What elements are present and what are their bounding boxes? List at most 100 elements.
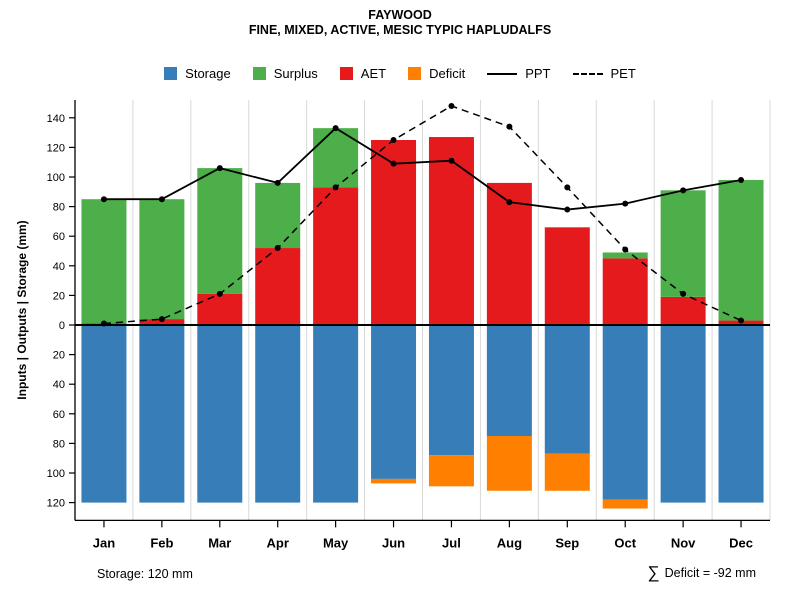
- y-tick-label: 20: [53, 350, 65, 362]
- ppt-point-oct: [622, 200, 629, 207]
- month-label-aug: Aug: [497, 535, 522, 550]
- storage-annotation: Storage: 120 mm: [97, 567, 193, 581]
- ppt-point-may: [332, 125, 339, 132]
- sigma-symbol: ∑: [647, 563, 660, 582]
- bar-aet-jun: [371, 140, 417, 325]
- bar-deficit-jun: [371, 478, 417, 484]
- y-tick-label: 100: [47, 468, 65, 480]
- bar-storage-mar: [197, 325, 243, 503]
- legend-swatch-deficit: [408, 67, 422, 80]
- bar-surplus-jan: [81, 199, 127, 324]
- y-tick-label: 60: [53, 231, 65, 243]
- bar-aet-sep: [544, 227, 590, 325]
- bar-aet-nov: [660, 296, 706, 325]
- pet-point-dec: [738, 317, 745, 324]
- deficit-text: Deficit = -92 mm: [664, 566, 756, 580]
- y-tick-label: 80: [53, 438, 65, 450]
- y-tick-label: 40: [53, 379, 65, 391]
- y-tick-label: 60: [53, 409, 65, 421]
- month-label-feb: Feb: [150, 535, 173, 550]
- bar-aet-jul: [428, 137, 474, 325]
- legend-swatch-pet: [572, 72, 603, 75]
- legend: Storage Surplus AET Deficit PPT PET: [0, 66, 800, 81]
- bar-aet-oct: [602, 258, 648, 325]
- bar-aet-mar: [197, 293, 243, 325]
- chart-subtitle: FINE, MIXED, ACTIVE, MESIC TYPIC HAPLUDA…: [248, 23, 552, 37]
- ppt-point-apr: [274, 179, 281, 186]
- legend-item-surplus: Surplus: [252, 66, 318, 81]
- bar-storage-apr: [255, 325, 301, 503]
- y-tick-label: 40: [53, 261, 65, 273]
- ppt-point-feb: [158, 196, 165, 203]
- month-label-apr: Apr: [267, 535, 289, 550]
- month-label-oct: Oct: [614, 535, 636, 550]
- bar-surplus-mar: [197, 168, 243, 294]
- bar-surplus-nov: [660, 190, 706, 297]
- pet-line: [103, 105, 742, 325]
- legend-label-surplus: Surplus: [273, 66, 318, 81]
- legend-item-deficit: Deficit: [408, 66, 465, 81]
- ppt-point-aug: [506, 199, 513, 206]
- bar-aet-apr: [255, 248, 301, 325]
- legend-item-ppt: PPT: [487, 66, 551, 81]
- bar-surplus-apr: [255, 182, 301, 249]
- bar-storage-dec: [718, 325, 764, 503]
- ppt-point-dec: [738, 176, 745, 183]
- legend-label-aet: AET: [360, 66, 387, 81]
- y-tick-label: 120: [47, 498, 65, 510]
- month-label-nov: Nov: [671, 535, 696, 550]
- bar-storage-oct: [602, 325, 648, 500]
- bar-storage-nov: [660, 325, 706, 503]
- bar-aet-aug: [486, 182, 532, 325]
- ppt-point-sep: [564, 206, 571, 213]
- pet-point-oct: [622, 246, 629, 253]
- bar-storage-jun: [371, 325, 417, 479]
- y-tick-label: 140: [47, 113, 65, 125]
- pet-point-jun: [390, 137, 397, 143]
- pet-point-nov: [680, 290, 687, 297]
- y-tick-label: 20: [53, 290, 65, 302]
- pet-point-apr: [274, 245, 281, 252]
- legend-label-pet: PET: [610, 66, 636, 81]
- legend-label-ppt: PPT: [525, 66, 551, 81]
- pet-point-may: [332, 184, 339, 191]
- ppt-point-jan: [100, 196, 107, 203]
- y-tick-label: 0: [59, 320, 65, 332]
- bar-storage-jul: [428, 325, 474, 456]
- pet-point-jan: [100, 320, 107, 327]
- month-label-jun: Jun: [382, 535, 405, 550]
- deficit-annotation: ∑ Deficit = -92 mm: [648, 563, 756, 583]
- y-tick-label: 80: [53, 202, 65, 214]
- bar-surplus-dec: [718, 179, 764, 321]
- ppt-point-nov: [680, 187, 687, 194]
- bar-aet-may: [313, 187, 359, 325]
- legend-item-aet: AET: [339, 66, 387, 81]
- legend-swatch-storage: [164, 67, 178, 80]
- bar-storage-sep: [544, 325, 590, 454]
- ppt-point-jun: [390, 160, 397, 167]
- bar-deficit-aug: [486, 436, 532, 491]
- month-label-mar: Mar: [208, 535, 231, 550]
- legend-swatch-aet: [339, 67, 353, 80]
- bar-deficit-jul: [428, 455, 474, 487]
- pet-point-sep: [564, 184, 571, 191]
- bar-surplus-oct: [602, 252, 648, 259]
- pet-point-mar: [216, 290, 223, 297]
- bar-storage-aug: [486, 325, 532, 436]
- y-tick-label: 100: [47, 172, 65, 184]
- pet-point-aug: [506, 123, 513, 130]
- ppt-line: [103, 127, 742, 211]
- legend-swatch-surplus: [252, 67, 266, 80]
- pet-point-jul: [448, 102, 455, 109]
- ppt-point-jul: [448, 157, 455, 164]
- month-label-may: May: [323, 535, 349, 550]
- legend-label-storage: Storage: [185, 66, 231, 81]
- bar-storage-may: [313, 325, 359, 503]
- ppt-point-mar: [216, 165, 223, 172]
- month-label-sep: Sep: [555, 535, 579, 550]
- month-label-jul: Jul: [442, 535, 461, 550]
- pet-point-feb: [158, 316, 165, 323]
- legend-label-deficit: Deficit: [429, 66, 466, 81]
- bar-deficit-oct: [602, 499, 648, 509]
